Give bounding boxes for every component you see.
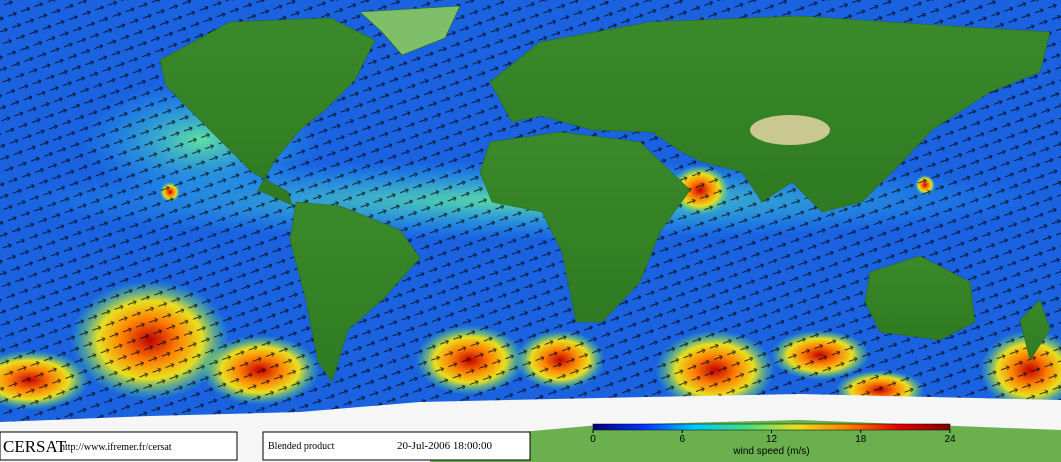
logo: CERSAT [3,437,67,456]
continents [159,5,1051,383]
antarctica-relief [430,420,1061,462]
colorbar: 0 6 12 18 24 wind speed (m/s) [590,423,956,457]
info-box [262,431,531,461]
colorbar-tick-label: 12 [766,434,778,445]
timestamp: 20-Jul-2006 18:00:00 [397,440,493,452]
product: Blended product [268,441,335,452]
colorbar-scale [592,423,951,431]
colorbar-label: wind speed (m/s) [732,446,809,457]
colorbar-tick-label: 0 [590,434,596,445]
colorbar-tick-label: 24 [944,434,956,445]
colorbar-tick-label: 6 [679,434,685,445]
colorbar-tick-label: 18 [855,434,867,445]
url[interactable]: http://www.ifremer.fr/cersat [60,442,172,453]
logo-box [0,431,238,461]
